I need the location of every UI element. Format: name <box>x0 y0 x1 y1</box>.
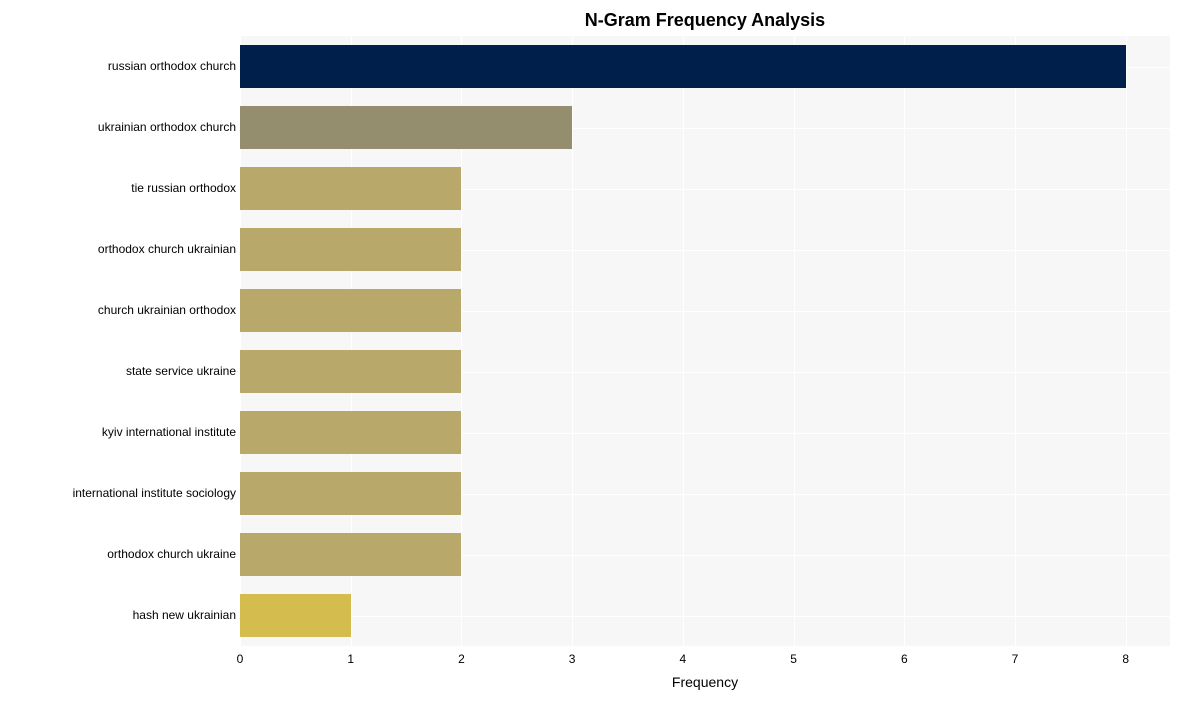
y-label: orthodox church ukraine <box>107 548 236 560</box>
x-tick: 4 <box>680 652 687 666</box>
y-label: tie russian orthodox <box>131 182 236 194</box>
y-label: orthodox church ukrainian <box>98 243 236 255</box>
chart-title: N-Gram Frequency Analysis <box>0 10 1170 31</box>
x-tick: 8 <box>1122 652 1129 666</box>
bar <box>240 106 572 150</box>
bar <box>240 167 461 211</box>
bar <box>240 411 461 455</box>
x-tick: 2 <box>458 652 465 666</box>
y-label: international institute sociology <box>73 487 236 499</box>
x-axis-ticks: 0 1 2 3 4 5 6 7 8 <box>240 652 1170 672</box>
bar <box>240 350 461 394</box>
y-label: church ukrainian orthodox <box>98 304 236 316</box>
x-axis-label: Frequency <box>240 674 1170 690</box>
y-label: kyiv international institute <box>102 426 236 438</box>
y-label: state service ukraine <box>126 365 236 377</box>
x-tick: 7 <box>1012 652 1019 666</box>
plot-area <box>240 36 1170 646</box>
y-label: hash new ukrainian <box>133 609 236 621</box>
x-tick: 1 <box>347 652 354 666</box>
y-axis-labels: russian orthodox church ukrainian orthod… <box>0 36 236 646</box>
x-tick: 6 <box>901 652 908 666</box>
ngram-chart: N-Gram Frequency Analysis russian orthod… <box>0 0 1181 701</box>
bar <box>240 228 461 272</box>
x-tick: 5 <box>790 652 797 666</box>
x-tick: 0 <box>237 652 244 666</box>
y-label: ukrainian orthodox church <box>98 121 236 133</box>
y-label: russian orthodox church <box>108 60 236 72</box>
bar <box>240 45 1126 89</box>
bar <box>240 289 461 333</box>
bar <box>240 594 351 638</box>
x-tick: 3 <box>569 652 576 666</box>
bars-layer <box>240 36 1170 646</box>
bar <box>240 472 461 516</box>
bar <box>240 533 461 577</box>
